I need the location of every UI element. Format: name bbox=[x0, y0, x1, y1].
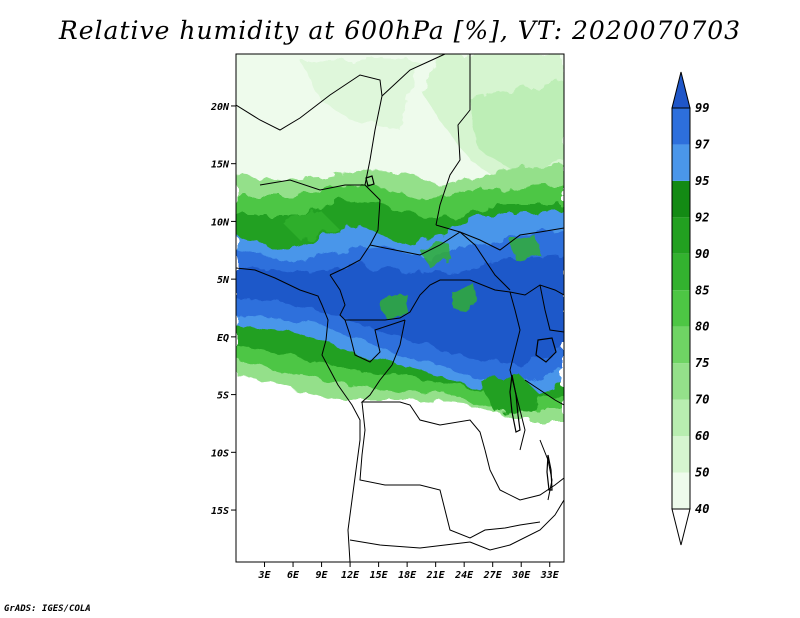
grads-credit: GrADS: IGES/COLA bbox=[4, 604, 91, 614]
colorbar-swatch bbox=[672, 144, 690, 181]
border-coastline-gulf bbox=[236, 267, 361, 562]
colorbar-swatch bbox=[672, 253, 690, 291]
lon-label: 12E bbox=[341, 570, 360, 581]
lon-label: 30E bbox=[511, 570, 531, 581]
border-libya-egypt bbox=[435, 54, 471, 226]
map-title: Relative humidity at 600hPa [%], VT: 202… bbox=[58, 16, 742, 45]
border-nigeria-north bbox=[259, 179, 381, 276]
lon-label: 21E bbox=[426, 570, 446, 581]
colorbar-lower-arrow bbox=[671, 508, 691, 546]
lon-label: 33E bbox=[540, 570, 560, 581]
colorbar-swatch bbox=[672, 290, 690, 327]
colorbar: 40 50 60 70 75 80 85 90 92 95 97 99 bbox=[671, 71, 710, 546]
lat-label: 20N bbox=[210, 102, 230, 113]
map-frame bbox=[235, 53, 565, 563]
colorbar-label: 99 bbox=[695, 101, 709, 115]
border-zimbabwe bbox=[469, 499, 564, 551]
colorbar-upper-arrow bbox=[671, 71, 691, 109]
border-chad-car bbox=[369, 231, 511, 291]
border-sudan bbox=[435, 224, 564, 251]
lake-chad bbox=[365, 175, 375, 187]
colorbar-swatch bbox=[672, 472, 690, 509]
lakes bbox=[365, 175, 557, 491]
colorbar-swatch bbox=[672, 326, 690, 364]
colorbar-label: 95 bbox=[695, 174, 709, 188]
colorbar-label: 40 bbox=[695, 502, 709, 516]
border-kenya bbox=[539, 284, 564, 333]
humidity-field bbox=[236, 54, 564, 420]
colorbar-label: 70 bbox=[695, 393, 709, 407]
colorbar-swatch bbox=[672, 180, 690, 218]
lat-label: 10S bbox=[211, 448, 229, 459]
colorbar-swatch bbox=[672, 108, 690, 145]
colorbar-label: 92 bbox=[695, 210, 709, 224]
lon-label: 6E bbox=[287, 570, 300, 581]
lake-tanganyika bbox=[509, 374, 521, 433]
border-niger-chad bbox=[381, 54, 446, 97]
lon-label: 24E bbox=[454, 570, 474, 581]
border-drc-east bbox=[509, 291, 526, 451]
latitude-axis: 20N 15N 10N 5N EQ 5S 10S 15S bbox=[210, 102, 236, 517]
longitude-axis: 3E 6E 9E 12E 15E 18E 21E 24E 27E 30E 33E bbox=[257, 562, 560, 581]
border-angola bbox=[359, 401, 541, 539]
lake-victoria bbox=[535, 337, 557, 363]
lon-label: 27E bbox=[483, 570, 503, 581]
field-50-sahara bbox=[300, 60, 420, 130]
border-congo bbox=[344, 319, 406, 363]
colorbar-label: 85 bbox=[695, 283, 709, 297]
colorbar-label: 90 bbox=[695, 247, 709, 261]
colorbar-label: 75 bbox=[695, 356, 709, 370]
lon-label: 3E bbox=[257, 570, 271, 581]
lon-label: 15E bbox=[370, 570, 389, 581]
lon-label: 9E bbox=[316, 570, 329, 581]
border-zambia bbox=[484, 449, 564, 501]
lon-label: 18E bbox=[398, 570, 417, 581]
colorbar-label: 80 bbox=[695, 320, 709, 334]
colorbar-label: 97 bbox=[695, 137, 710, 151]
colorbar-swatch bbox=[672, 217, 690, 254]
lat-label: 5S bbox=[217, 391, 229, 402]
colorbar-swatch bbox=[672, 399, 690, 437]
border-angola-namibia bbox=[349, 539, 471, 549]
border-tanzania bbox=[524, 379, 564, 406]
border-cameroon bbox=[329, 274, 564, 321]
lat-label: 15S bbox=[211, 506, 229, 517]
border-algeria-libya bbox=[236, 74, 383, 186]
colorbar-outline bbox=[671, 107, 691, 510]
colorbar-label: 50 bbox=[695, 466, 709, 480]
colorbar-swatch bbox=[672, 436, 690, 473]
field-green-patches bbox=[280, 210, 540, 318]
colorbar-label: 60 bbox=[695, 429, 709, 443]
colorbar-swatch bbox=[672, 363, 690, 400]
lat-label: 15N bbox=[211, 160, 230, 171]
lat-label: 10N bbox=[211, 217, 230, 228]
border-drc-west bbox=[360, 319, 486, 451]
lat-label: 5N bbox=[217, 275, 230, 286]
lake-malawi bbox=[546, 454, 553, 491]
lat-label: EQ bbox=[217, 333, 229, 344]
field-60-north bbox=[470, 80, 564, 175]
